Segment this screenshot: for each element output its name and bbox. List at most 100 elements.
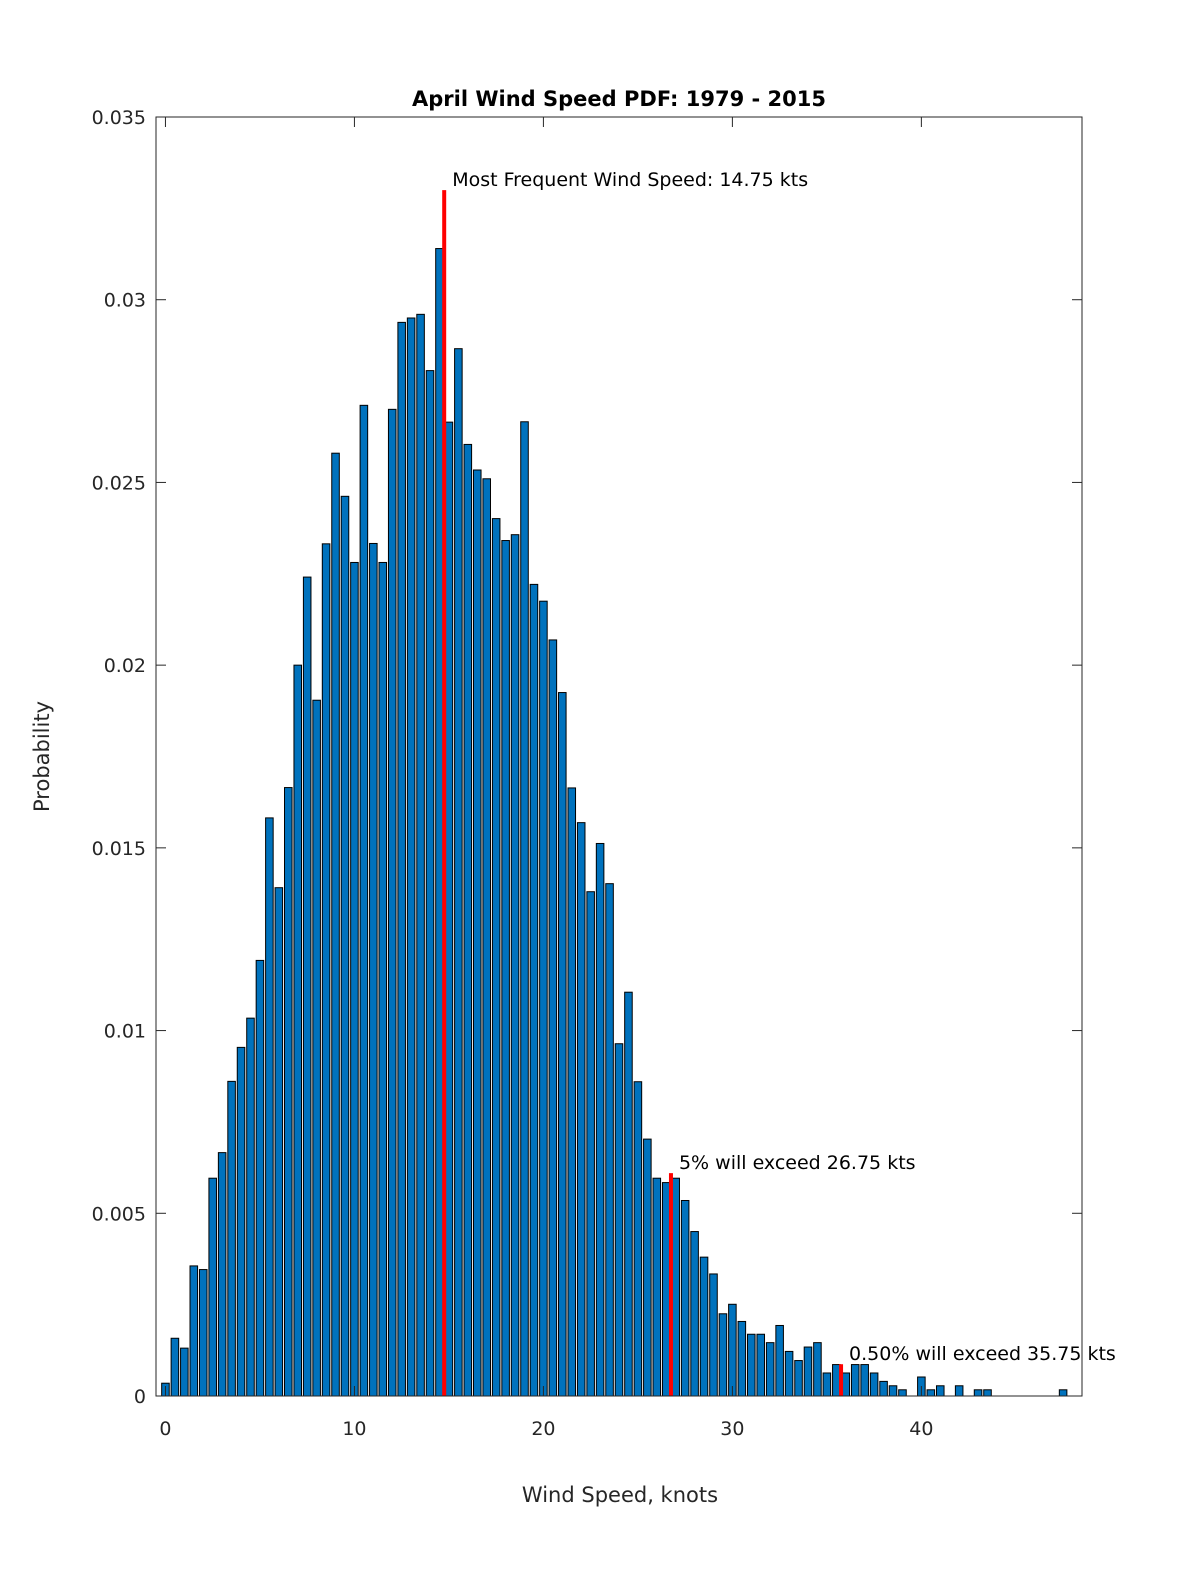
bar	[510, 534, 520, 1397]
bar	[340, 495, 350, 1397]
bar	[170, 1337, 180, 1397]
bar	[595, 842, 605, 1397]
bar	[832, 1364, 841, 1397]
bar	[633, 1081, 643, 1397]
bar	[784, 1350, 794, 1397]
bar	[973, 1389, 983, 1397]
bar	[520, 421, 529, 1397]
bar	[265, 817, 274, 1397]
bar	[198, 1269, 208, 1397]
bar	[180, 1347, 189, 1397]
x-axis-label: Wind Speed, knots	[522, 1483, 718, 1507]
bar	[529, 583, 539, 1397]
bar	[822, 1372, 832, 1397]
bar	[558, 692, 567, 1397]
bar	[369, 542, 378, 1397]
bar	[255, 959, 265, 1397]
bar	[576, 822, 586, 1397]
bar	[463, 443, 473, 1397]
bar	[888, 1385, 898, 1397]
x-tick-label: 20	[531, 1418, 555, 1440]
bar	[1058, 1389, 1068, 1397]
bar	[926, 1389, 936, 1397]
bar	[699, 1256, 709, 1397]
bar	[850, 1364, 860, 1397]
bar	[378, 561, 388, 1397]
bar	[709, 1273, 718, 1397]
bar	[501, 540, 510, 1397]
bar	[652, 1177, 662, 1397]
bar	[775, 1324, 784, 1397]
bar	[794, 1360, 803, 1397]
bar	[756, 1333, 766, 1397]
bar	[869, 1372, 879, 1397]
marker-annotation: 0.50% will exceed 35.75 kts	[849, 1343, 1116, 1365]
bar	[605, 883, 614, 1397]
bar	[246, 1017, 255, 1397]
marker-annotation: Most Frequent Wind Speed: 14.75 kts	[452, 169, 808, 191]
bar	[718, 1313, 728, 1397]
bar	[935, 1385, 945, 1397]
bar	[954, 1385, 964, 1397]
bar	[728, 1303, 737, 1397]
bar	[293, 664, 303, 1397]
bar	[284, 787, 293, 1397]
bar	[416, 313, 425, 1397]
x-tick-label: 40	[909, 1418, 933, 1440]
bar	[236, 1046, 246, 1397]
bar	[425, 370, 435, 1397]
bar	[614, 1043, 624, 1397]
markers-group: Most Frequent Wind Speed: 14.75 kts 5% wi…	[442, 169, 1116, 1396]
bar	[661, 1182, 671, 1397]
y-tick-label: 0.01	[104, 1021, 146, 1043]
bar	[321, 543, 331, 1397]
chart-title: April Wind Speed PDF: 1979 - 2015	[412, 87, 826, 111]
bar	[208, 1177, 217, 1397]
y-tick-label: 0	[134, 1386, 146, 1408]
bar	[312, 699, 321, 1397]
bar	[472, 469, 482, 1397]
bar	[680, 1199, 690, 1397]
y-tick-label: 0.005	[92, 1203, 146, 1225]
bar	[435, 248, 444, 1397]
bar	[482, 478, 491, 1397]
y-tick-label: 0.035	[92, 107, 146, 129]
bar	[765, 1342, 775, 1397]
bar	[227, 1080, 236, 1397]
bar	[350, 561, 359, 1397]
bar	[813, 1342, 822, 1397]
x-tick-label: 10	[342, 1418, 366, 1440]
bar	[454, 348, 463, 1397]
bar	[444, 421, 454, 1397]
y-tick-label: 0.02	[104, 655, 146, 677]
bar	[803, 1346, 813, 1397]
bar	[331, 452, 340, 1397]
plot-frame	[155, 116, 1083, 1397]
bar	[274, 887, 284, 1397]
bar	[747, 1333, 756, 1397]
y-tick-label: 0.025	[92, 472, 146, 494]
bar	[624, 991, 633, 1397]
y-tick-label: 0.03	[104, 290, 146, 312]
x-tick-label: 0	[159, 1418, 171, 1440]
bar	[879, 1380, 888, 1397]
bar	[406, 317, 416, 1397]
marker-annotation: 5% will exceed 26.75 kts	[679, 1152, 916, 1174]
bar	[302, 576, 312, 1397]
x-tick-label: 30	[720, 1418, 744, 1440]
bar	[841, 1372, 851, 1397]
bar	[860, 1364, 869, 1397]
bar	[539, 600, 548, 1397]
bar	[189, 1265, 199, 1397]
bar	[643, 1138, 652, 1397]
bar	[983, 1389, 992, 1397]
bar	[586, 891, 595, 1397]
axes-group	[155, 116, 1083, 1397]
bar	[567, 787, 577, 1397]
bar	[359, 404, 369, 1397]
bar	[217, 1152, 227, 1397]
bar	[898, 1389, 907, 1397]
y-axis-label: Probability	[30, 701, 54, 812]
bar	[491, 518, 501, 1397]
